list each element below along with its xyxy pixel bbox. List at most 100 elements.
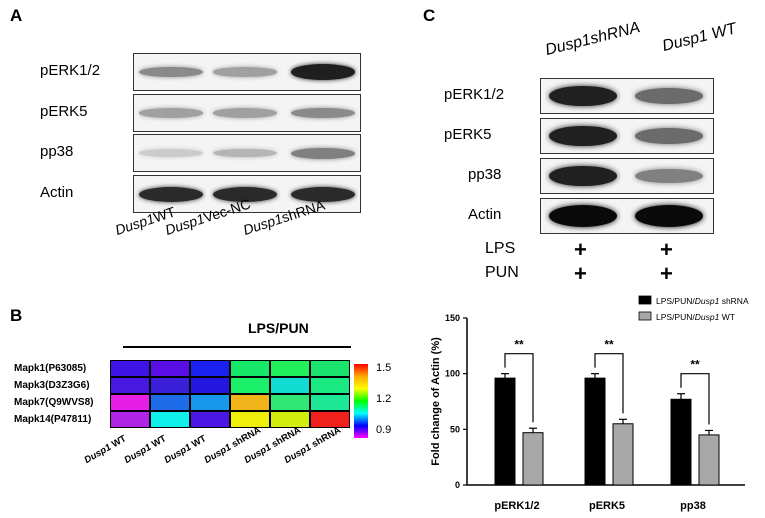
x-category-label: pERK1/2 — [494, 500, 539, 512]
x-category-label: pp38 — [680, 500, 706, 512]
y-tick-label: 0 — [455, 480, 460, 490]
colorbar-tick-label: 1.2 — [376, 393, 392, 405]
bar — [698, 434, 720, 486]
treatment-label: PUN — [485, 264, 519, 281]
x-category-label: pERK5 — [589, 500, 625, 512]
blot-a-row-label: pERK1/2 — [40, 62, 101, 79]
heatmap-cell — [110, 377, 150, 394]
heatmap-cell — [150, 411, 190, 428]
heatmap-cell — [230, 394, 270, 411]
blot-a-band — [139, 66, 203, 78]
bar — [522, 432, 544, 486]
blot-a-row-label: pp38 — [40, 143, 74, 160]
blot-a-band — [139, 149, 203, 157]
treatment-plus-mark: + — [574, 261, 587, 286]
blot-a-strip — [133, 94, 361, 132]
heatmap-cell — [310, 360, 350, 377]
bar — [670, 398, 692, 486]
heatmap-cell — [230, 377, 270, 394]
blot-c-lane-label: Dusp1shRNA — [543, 19, 642, 60]
y-axis-label: Fold change of Actin (%) — [430, 337, 442, 466]
significance-label: ** — [604, 338, 614, 352]
legend-label: LPS/PUN/Dusp1 WT — [656, 312, 735, 322]
y-tick-label: 100 — [445, 369, 460, 379]
blot-a-strip — [133, 175, 361, 213]
heatmap-row-label: Mapk3(D3Z3G6) — [14, 380, 90, 391]
blot-a-band — [213, 108, 277, 118]
blot-c-band — [549, 125, 617, 147]
blot-a-band — [291, 107, 355, 119]
significance-label: ** — [690, 358, 700, 372]
treatment-plus-mark: + — [660, 237, 673, 262]
blot-a-strip — [133, 134, 361, 172]
heatmap-cell — [270, 377, 310, 394]
blot-a-band — [139, 108, 203, 118]
heatmap-cell — [110, 411, 150, 428]
blot-c-band — [635, 168, 703, 184]
blot-a-band — [213, 148, 277, 158]
heatmap-col-label: Dusp1 WT — [162, 433, 209, 466]
blot-a-row-label: Actin — [40, 184, 74, 201]
significance-label: ** — [514, 338, 524, 352]
heatmap-cell — [270, 394, 310, 411]
significance-bracket — [504, 353, 534, 423]
heatmap-cell — [230, 411, 270, 428]
heatmap-cell — [310, 394, 350, 411]
blot-a-band — [213, 67, 277, 77]
blot-c-strip — [540, 78, 714, 114]
blot-c-band — [635, 205, 703, 227]
fold-change-bar-chart: 0 50 100 150 Fold change of Actin (%) ** pERK1… — [430, 295, 749, 512]
colorbar-tick-label: 0.9 — [376, 424, 392, 436]
heatmap-cell — [270, 360, 310, 377]
legend-swatch — [638, 311, 652, 321]
heatmap-row-label: Mapk7(Q9WVS8) — [14, 397, 94, 408]
blot-a-row-label: pERK5 — [40, 103, 88, 120]
blot-c-strip — [540, 158, 714, 194]
heatmap-row-label: Mapk1(P63085) — [14, 363, 87, 374]
heatmap-cell — [190, 360, 230, 377]
blot-c-row-label: pERK1/2 — [444, 86, 505, 103]
panel-c-letter: C — [423, 6, 436, 25]
blot-c-row-label: pERK5 — [444, 126, 492, 143]
blot-a-strip — [133, 53, 361, 91]
heatmap-cell — [190, 377, 230, 394]
treatment-label: LPS — [485, 240, 516, 257]
heatmap-cell — [310, 377, 350, 394]
heatmap-cell — [110, 360, 150, 377]
heatmap-cell — [150, 394, 190, 411]
blot-a-band — [291, 186, 355, 202]
blot-c-band — [635, 128, 703, 144]
heatmap-title: LPS/PUN — [248, 320, 309, 336]
blot-c-band — [549, 165, 617, 187]
heatmap-cell — [110, 394, 150, 411]
colorbar-tick-label: 1.5 — [376, 362, 392, 374]
treatment-plus-mark: + — [660, 261, 673, 286]
heatmap-cell — [190, 394, 230, 411]
blot-c-band — [549, 85, 617, 107]
blot-a-band — [291, 147, 355, 159]
blot-a-band — [291, 64, 355, 80]
blot-a-band — [213, 186, 277, 202]
blot-c-row-label: Actin — [468, 206, 502, 223]
heatmap-cell — [190, 411, 230, 428]
heatmap-cell — [150, 360, 190, 377]
heatmap-cell — [230, 360, 270, 377]
blot-c-band — [549, 205, 617, 227]
bar — [584, 377, 606, 486]
blot-a-band — [139, 186, 203, 202]
heatmap-cell — [270, 411, 310, 428]
blot-c-strip — [540, 118, 714, 154]
blot-c-row-label: pp38 — [468, 166, 502, 183]
y-tick-label: 50 — [450, 424, 460, 434]
blot-c-band — [635, 88, 703, 104]
heatmap-col-label: Dusp1 WT — [122, 433, 169, 466]
heatmap-title-bar — [123, 346, 351, 348]
heatmap-row-label: Mapk14(P47811) — [14, 414, 92, 425]
heatmap-cell — [310, 411, 350, 428]
blot-c-lane-label: Dusp1 WT — [660, 20, 739, 56]
treatment-plus-mark: + — [574, 237, 587, 262]
y-tick-label: 150 — [445, 313, 460, 323]
heatmap-col-label: Dusp1 WT — [82, 433, 129, 466]
panel-b-letter: B — [10, 306, 23, 325]
significance-bracket — [680, 373, 710, 425]
